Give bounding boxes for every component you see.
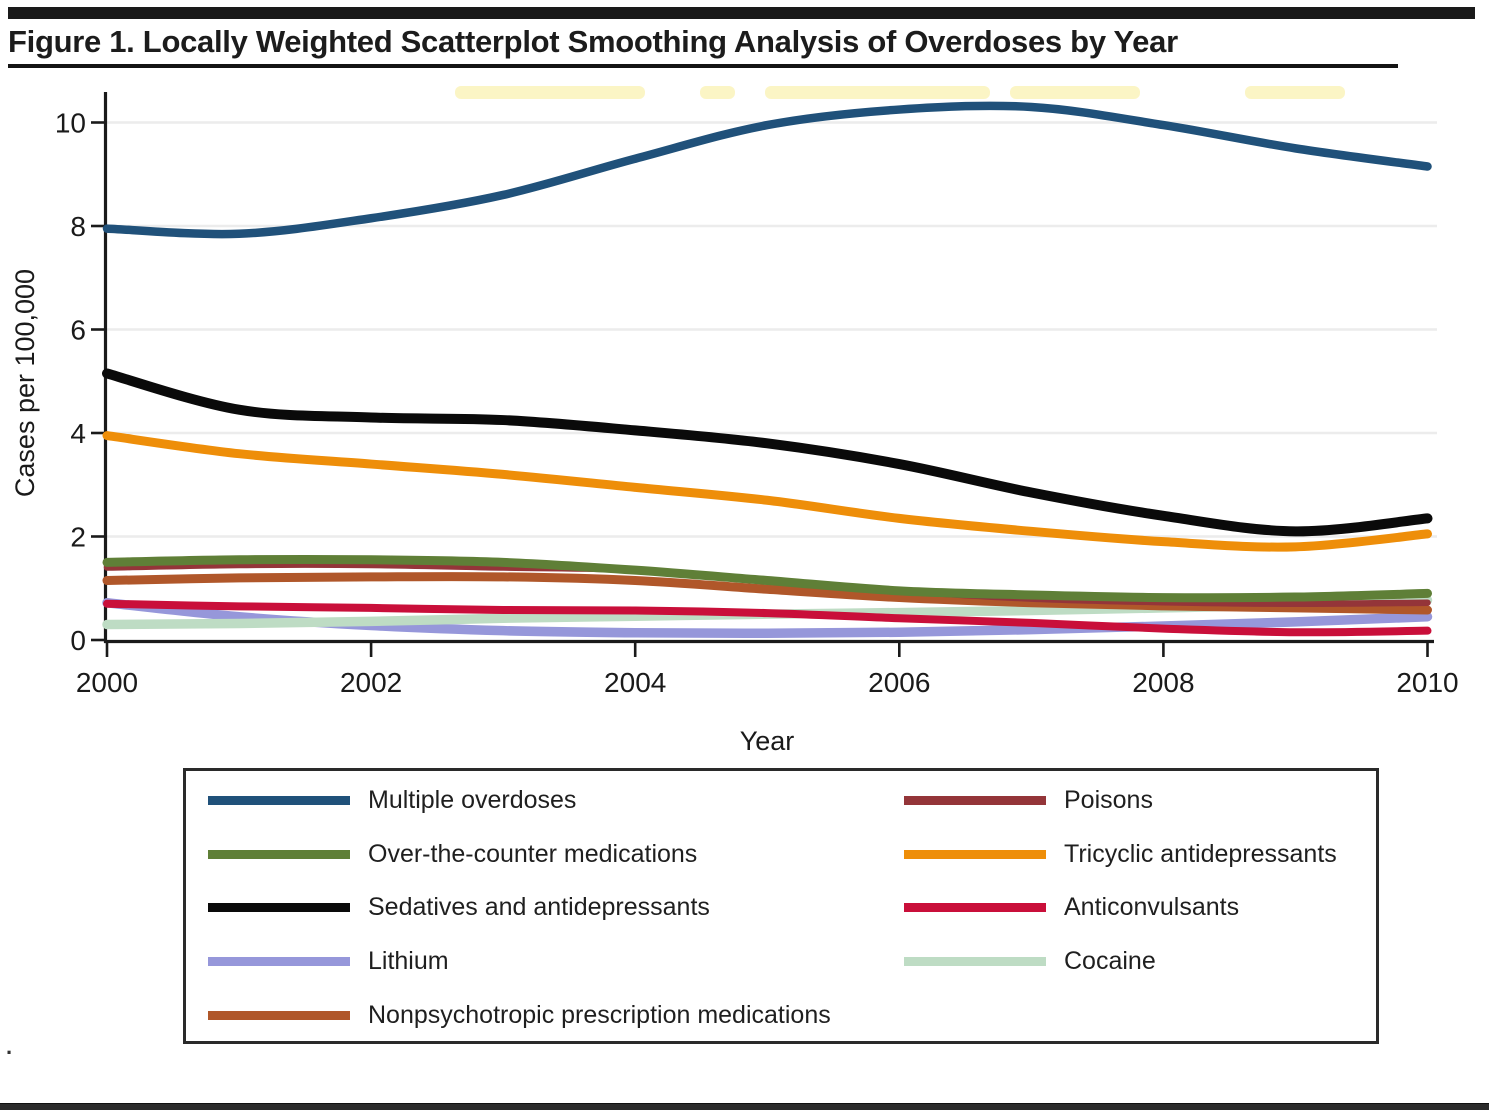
legend-swatch <box>208 796 350 806</box>
x-tick-label: 2004 <box>604 667 666 698</box>
figure-title: Figure 1. Locally Weighted Scatterplot S… <box>8 24 1178 59</box>
y-tick-label: 10 <box>55 108 86 139</box>
legend-item: Poisons <box>904 774 1337 828</box>
legend-label: Over-the-counter medications <box>368 839 698 868</box>
x-tick-label: 2000 <box>76 667 138 698</box>
legend-label: Nonpsychotropic prescription medications <box>368 1000 831 1029</box>
legend-label: Sedatives and antidepressants <box>368 893 710 922</box>
y-tick-label: 8 <box>70 211 86 242</box>
legend-label: Multiple overdoses <box>368 786 577 815</box>
top-bar <box>8 7 1475 19</box>
series-line-over-the-counter-medications <box>102 554 1432 603</box>
highlight-artifact <box>1010 86 1140 99</box>
legend-label: Lithium <box>368 947 449 976</box>
highlight-artifact <box>1245 86 1345 99</box>
title-rule <box>8 64 1398 68</box>
legend-swatch <box>904 957 1046 967</box>
bottom-rule <box>0 1103 1489 1110</box>
x-tick-label: 2006 <box>868 667 930 698</box>
legend-box: Multiple overdoses Over-the-counter medic… <box>183 768 1379 1044</box>
series-line-sedatives-and-antidepressants <box>102 368 1433 537</box>
legend-swatch <box>208 1010 350 1020</box>
legend-column-left: Multiple overdoses Over-the-counter medic… <box>208 774 831 1042</box>
legend-swatch <box>904 796 1046 806</box>
highlight-artifact <box>455 86 645 99</box>
highlight-artifact <box>765 86 990 99</box>
chart: 0 2 4 6 8 10 2000 2002 2004 2006 2008 2010 Year Cases… <box>10 86 1459 756</box>
legend-swatch <box>904 903 1046 913</box>
x-tick-label: 2008 <box>1132 667 1194 698</box>
legend-item: Over-the-counter medications <box>208 828 831 882</box>
y-tick-label: 0 <box>70 625 86 656</box>
y-tick-label: 6 <box>70 315 86 346</box>
legend-item: Lithium <box>208 935 831 989</box>
legend-item: Multiple overdoses <box>208 774 831 828</box>
legend-swatch <box>208 957 350 967</box>
legend-swatch <box>208 903 350 913</box>
legend-column-right: Poisons Tricyclic antidepressants Anticonv… <box>904 774 1337 988</box>
y-axis-title: Cases per 100,000 <box>10 269 40 497</box>
highlight-artifact <box>700 86 735 99</box>
legend-swatch <box>208 849 350 859</box>
series-line-tricyclic-antidepressants <box>102 431 1432 552</box>
legend-item: Nonpsychotropic prescription medications <box>208 988 831 1042</box>
legend-swatch <box>904 849 1046 859</box>
x-tick-label: 2010 <box>1396 667 1458 698</box>
series-line-multiple-overdoses <box>102 101 1432 239</box>
y-tick-label: 4 <box>70 418 86 449</box>
series-line-nonpsychotropic-prescription-medications <box>102 572 1432 615</box>
legend-label: Tricyclic antidepressants <box>1064 839 1337 868</box>
footnote-period: . <box>6 1034 13 1059</box>
y-tick-label: 2 <box>70 522 86 553</box>
legend-label: Poisons <box>1064 786 1153 815</box>
legend-item: Cocaine <box>904 935 1337 989</box>
x-axis-title: Year <box>740 726 795 756</box>
series-line-anticonvulsants <box>103 599 1432 637</box>
legend-item: Tricyclic antidepressants <box>904 828 1337 882</box>
legend-label: Anticonvulsants <box>1064 893 1240 922</box>
legend-item: Sedatives and antidepressants <box>208 881 831 935</box>
x-tick-label: 2002 <box>340 667 402 698</box>
legend-label: Cocaine <box>1064 947 1156 976</box>
legend-item: Anticonvulsants <box>904 881 1337 935</box>
